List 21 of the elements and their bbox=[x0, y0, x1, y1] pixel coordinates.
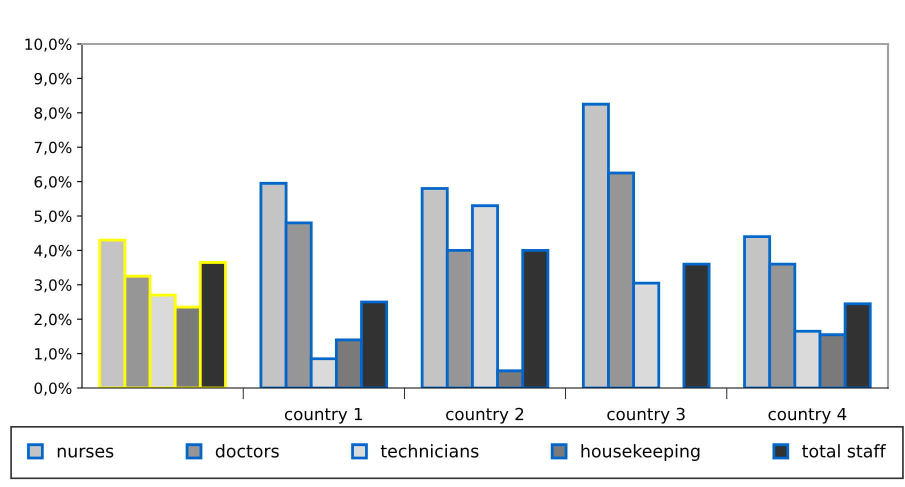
y-tick-label: 2,0% bbox=[34, 314, 72, 327]
y-tick-label: 10,0% bbox=[25, 38, 72, 52]
y-tick-label: 4,0% bbox=[34, 244, 72, 258]
legend-label: nurses bbox=[58, 448, 114, 458]
y-tick-label: 1,0% bbox=[35, 348, 72, 362]
x-tick-label: country 3 bbox=[607, 408, 685, 424]
bar bbox=[682, 262, 710, 388]
y-tick-label: 8,0% bbox=[34, 107, 72, 120]
legend-label: housekeeping bbox=[582, 444, 700, 461]
y-tick-label: 0,0% bbox=[34, 382, 72, 396]
y-tick-label: 9,0% bbox=[34, 72, 72, 86]
x-tick-label: country 4 bbox=[768, 408, 846, 424]
y-tick-label: 7,0% bbox=[34, 142, 72, 155]
legend-label: doctors bbox=[216, 444, 279, 458]
y-tick-label: 5,0% bbox=[34, 210, 72, 224]
y-tick-label: 3,0% bbox=[34, 279, 72, 292]
y-tick-label: 6,0% bbox=[34, 176, 72, 190]
x-tick-label: country 1 bbox=[284, 408, 362, 424]
legend-label: total staff bbox=[802, 444, 886, 458]
legend-label: technicians bbox=[380, 444, 478, 458]
x-tick-label: country 2 bbox=[446, 408, 524, 424]
